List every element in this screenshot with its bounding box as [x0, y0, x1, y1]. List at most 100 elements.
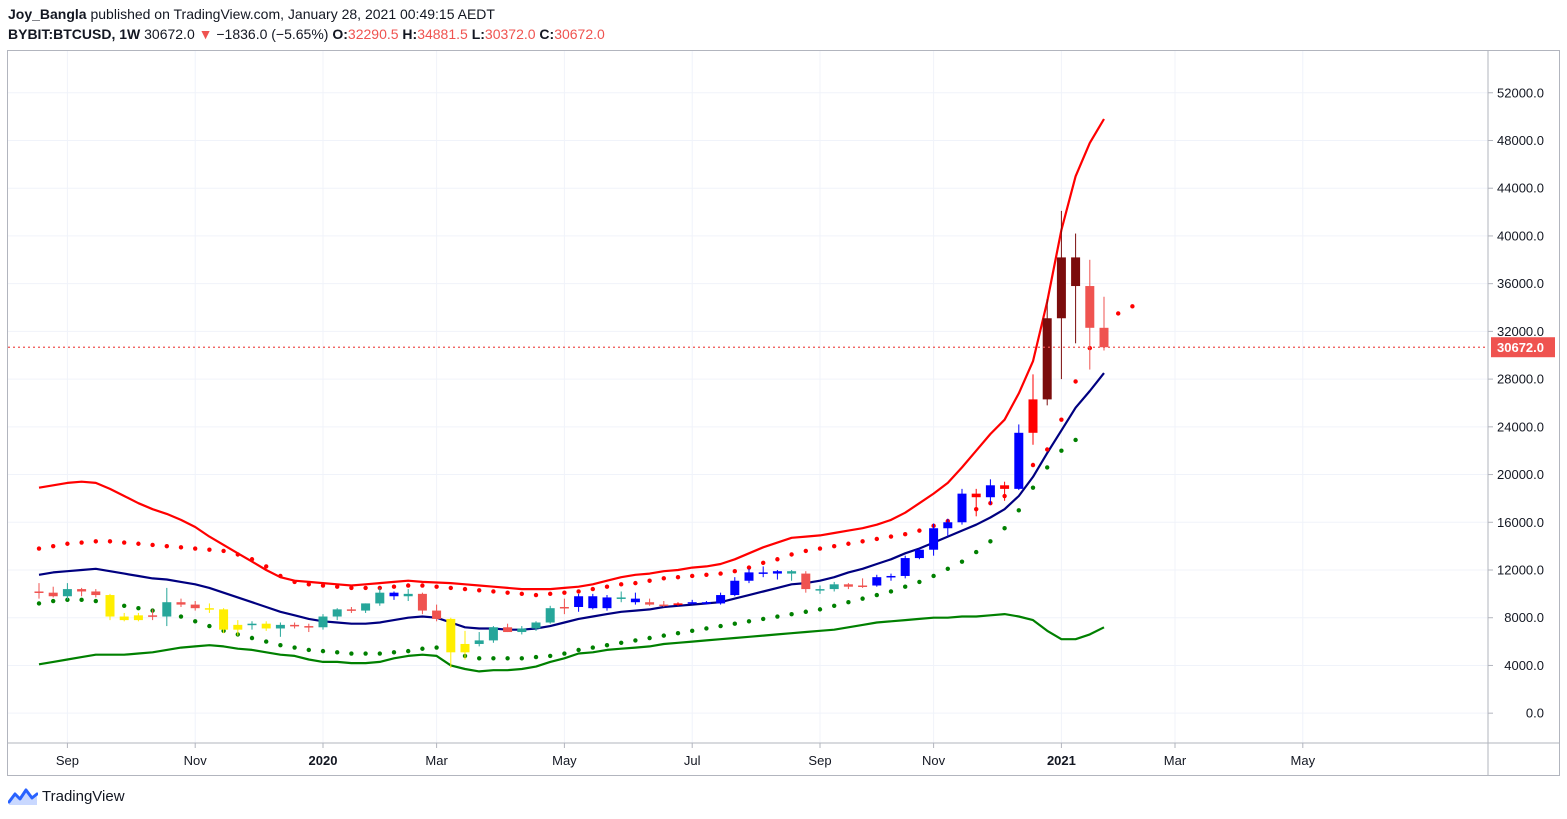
candle-body: [77, 589, 87, 592]
candle-body: [574, 596, 584, 607]
lower-dot: [675, 631, 681, 636]
lower-dot: [633, 638, 638, 643]
upper-dot: [306, 582, 311, 587]
tradingview-brand[interactable]: TradingView: [8, 786, 125, 806]
lower-dot: [874, 592, 879, 598]
candle-body: [843, 584, 853, 587]
upper-dot: [136, 541, 141, 546]
candle-body: [190, 604, 200, 609]
upper-dot: [477, 588, 482, 593]
candle-body: [645, 602, 655, 605]
candle-body: [900, 558, 910, 576]
lower-dot: [803, 609, 808, 614]
y-tick-label: 20000.0: [1497, 467, 1544, 482]
lower-dot: [718, 623, 723, 629]
lower-dot: [959, 559, 965, 564]
lower-dot: [775, 614, 780, 619]
candle-body: [957, 493, 967, 523]
candle-body: [971, 493, 981, 498]
candle-body: [531, 622, 541, 629]
lower-dot: [661, 633, 666, 638]
candle-body: [829, 584, 839, 590]
lower-dot: [562, 651, 567, 656]
candle-body: [460, 643, 470, 653]
upper-dot: [860, 539, 865, 544]
candle-body: [886, 575, 896, 578]
candle-body: [858, 585, 868, 588]
candle-body: [247, 623, 257, 626]
low-value: 30372.0: [484, 26, 536, 42]
y-tick-label: 32000.0: [1497, 324, 1544, 339]
close-label: C:: [539, 26, 555, 42]
lower-dot: [548, 653, 553, 659]
lower-dot: [93, 598, 99, 604]
price-change: −1836.0 (−5.65%): [216, 26, 329, 42]
lower-dot: [860, 596, 865, 601]
candle-body: [914, 549, 924, 559]
lower-dot: [974, 549, 979, 555]
candle-body: [233, 624, 243, 630]
x-tick-label: Mar: [425, 753, 448, 768]
upper-dot: [264, 564, 269, 569]
high-value: 34881.5: [417, 26, 468, 42]
y-tick-label: 52000.0: [1497, 85, 1544, 100]
upper-dot: [221, 548, 226, 554]
lower-dot: [619, 640, 624, 645]
upper-dot: [249, 557, 255, 562]
upper-dot: [462, 586, 468, 592]
candle-body: [985, 485, 995, 498]
upper-dot: [391, 584, 397, 589]
lower-dot: [732, 621, 737, 626]
price-chart[interactable]: 52000.0 48000.0 44000.0 40000.0 36000.0 32000…: [8, 51, 1559, 775]
lower-dot: [761, 616, 766, 622]
candle-body: [361, 603, 371, 611]
candle-body: [545, 608, 555, 623]
publish-text: published on TradingView.com, January 28…: [90, 6, 495, 22]
candle-body: [346, 609, 356, 611]
upper-dot: [93, 539, 99, 544]
lower-dot: [264, 639, 269, 644]
x-tick-label: Nov: [922, 753, 946, 768]
y-tick-label: 48000.0: [1497, 133, 1544, 148]
candle-body: [119, 616, 129, 621]
y-tick-label: 28000.0: [1497, 372, 1544, 387]
y-tick-label: 36000.0: [1497, 276, 1544, 291]
tradingview-brand-text: TradingView: [42, 787, 125, 805]
lower-dot: [1073, 437, 1078, 443]
candle-body: [474, 640, 484, 644]
lower-dot: [406, 648, 411, 654]
candle-body: [1056, 257, 1066, 319]
candle-body: [588, 596, 598, 609]
lower-dot: [207, 623, 212, 629]
lower-dot: [249, 635, 255, 641]
lower-dot: [789, 611, 794, 617]
candle-body: [758, 572, 768, 574]
upper-dot: [562, 590, 567, 595]
lower-dot: [888, 589, 894, 594]
candle-body: [275, 624, 285, 629]
candle-body: [630, 598, 640, 603]
upper-dot: [1045, 447, 1050, 452]
upper-dot: [874, 536, 879, 542]
chart-container[interactable]: 52000.0 48000.0 44000.0 40000.0 36000.0 32000…: [7, 50, 1560, 776]
middle-band-line: [38, 372, 1105, 631]
x-tick-label: Nov: [184, 753, 208, 768]
candle-body: [304, 626, 314, 628]
author-name[interactable]: Joy_Bangla: [8, 6, 87, 22]
upper-dot: [193, 546, 198, 551]
upper-dot: [448, 585, 453, 591]
lower-dot: [51, 598, 56, 604]
lower-dot: [79, 597, 84, 603]
candle-body: [929, 528, 939, 550]
symbol-name: BYBIT:BTCUSD, 1W: [8, 26, 141, 42]
candle-body: [176, 602, 186, 605]
upper-dot: [633, 580, 638, 586]
lower-dot: [292, 645, 297, 650]
lower-dot: [945, 566, 950, 572]
y-tick-label: 24000.0: [1497, 419, 1544, 434]
x-tick-label: Sep: [56, 753, 79, 768]
upper-dot: [917, 528, 922, 533]
lower-dot: [746, 619, 752, 624]
close-value: 30672.0: [554, 26, 605, 42]
lower-dot: [1016, 508, 1021, 513]
